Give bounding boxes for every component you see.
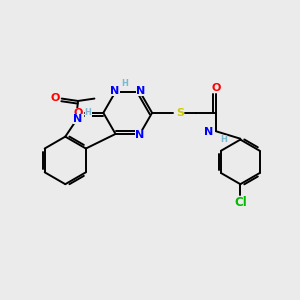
Text: O: O — [50, 93, 60, 103]
Text: N: N — [110, 86, 120, 96]
Text: O: O — [211, 83, 221, 93]
Text: O: O — [74, 108, 83, 118]
Text: S: S — [176, 108, 184, 118]
Text: H: H — [85, 108, 92, 117]
Text: H: H — [122, 79, 128, 88]
Text: N: N — [204, 127, 213, 137]
Text: N: N — [74, 114, 83, 124]
Text: Cl: Cl — [234, 196, 247, 209]
Text: N: N — [136, 86, 145, 96]
Text: H: H — [220, 135, 227, 144]
Text: N: N — [135, 130, 145, 140]
